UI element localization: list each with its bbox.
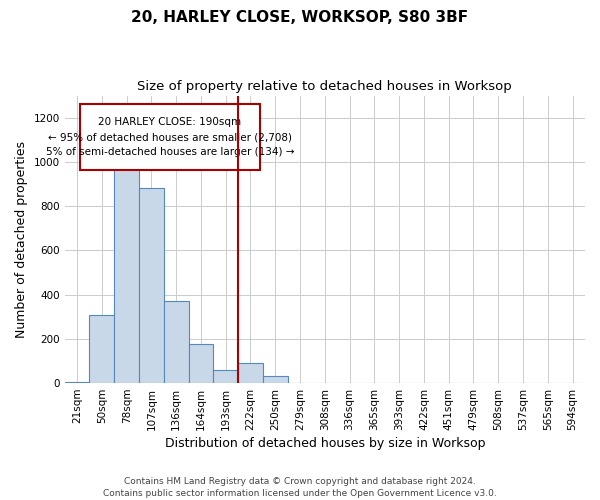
Bar <box>188 344 214 383</box>
Bar <box>238 363 263 383</box>
Bar <box>89 314 114 383</box>
Bar <box>80 104 260 170</box>
Title: Size of property relative to detached houses in Worksop: Size of property relative to detached ho… <box>137 80 512 93</box>
Text: 20 HARLEY CLOSE: 190sqm
← 95% of detached houses are smaller (2,708)
5% of semi-: 20 HARLEY CLOSE: 190sqm ← 95% of detache… <box>46 118 294 157</box>
Y-axis label: Number of detached properties: Number of detached properties <box>15 141 28 338</box>
X-axis label: Distribution of detached houses by size in Worksop: Distribution of detached houses by size … <box>164 437 485 450</box>
Bar <box>263 376 287 383</box>
Bar <box>139 188 164 383</box>
Bar <box>164 301 188 383</box>
Text: 20, HARLEY CLOSE, WORKSOP, S80 3BF: 20, HARLEY CLOSE, WORKSOP, S80 3BF <box>131 10 469 25</box>
Bar <box>65 382 89 383</box>
Bar <box>214 370 238 383</box>
Bar <box>114 168 139 383</box>
Text: Contains HM Land Registry data © Crown copyright and database right 2024.
Contai: Contains HM Land Registry data © Crown c… <box>103 476 497 498</box>
